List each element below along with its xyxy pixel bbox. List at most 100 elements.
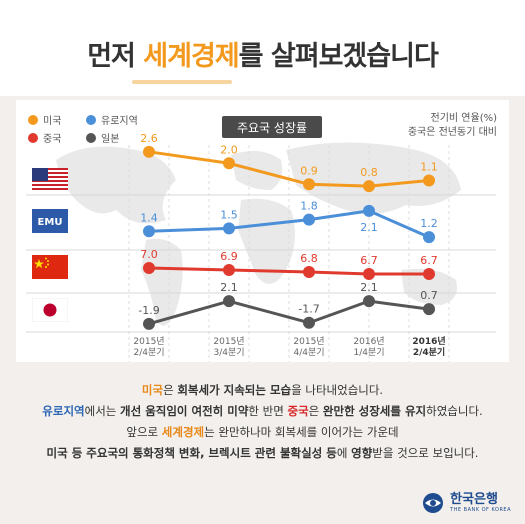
note-line: 중국은 전년동기 대비 <box>407 127 497 138</box>
data-point <box>363 268 375 280</box>
title-prefix: 먼저 <box>87 41 144 72</box>
text-frag: 에서는 <box>84 404 121 418</box>
legend-item-euro: 유로지역 <box>86 112 138 127</box>
series-line <box>148 299 430 326</box>
data-label: 0.9 <box>300 164 318 177</box>
x-tick-label: 2015년 <box>133 336 164 347</box>
data-point <box>223 222 235 235</box>
text-bold: 완만한 성장세를 유지 <box>322 404 427 418</box>
data-label: 1.4 <box>140 211 158 224</box>
data-label: 6.8 <box>300 252 318 265</box>
data-label: 1.5 <box>220 208 238 221</box>
data-point <box>423 174 435 187</box>
text-world: 세계경제 <box>161 425 205 439</box>
data-point <box>303 316 315 329</box>
text-frag: 한 반면 <box>248 404 288 418</box>
data-point <box>143 262 155 274</box>
series-line <box>148 150 430 188</box>
data-point <box>423 231 435 244</box>
data-point <box>363 204 375 217</box>
data-point <box>143 145 155 158</box>
data-label: 2.1 <box>360 281 378 294</box>
text-china: 중국 <box>287 404 309 418</box>
series-line <box>148 209 430 239</box>
legend-dot-icon <box>86 114 96 125</box>
data-point <box>223 264 235 276</box>
title-underline <box>132 80 232 84</box>
legend-label: 중국 <box>43 134 62 145</box>
china-flag-icon <box>32 255 68 279</box>
data-label: 2.6 <box>140 132 158 145</box>
text-frag: 을 나타내었습니다. <box>291 383 384 397</box>
text-bold: 개선 움직임이 여전히 미약 <box>120 404 249 418</box>
data-label: 2.0 <box>220 143 238 156</box>
chart-note: 전기비 연율(%) 중국은 전년동기 대비 <box>408 112 497 140</box>
x-tick-label: 2/4분기 <box>413 346 445 358</box>
data-label: 0.8 <box>360 166 378 179</box>
chart-plot-area: 2.6 2.0 0.9 0.8 1.1 1.4 1.5 1.8 2.1 1.2 7.0 6.9 6.8 6… <box>133 132 445 358</box>
summary-line-4: 미국 등 주요국의 통화정책 변화, 브렉시트 관련 불확실성 등에 영향받을 … <box>0 443 525 464</box>
x-tick-label: 2/4분기 <box>133 347 164 358</box>
text-frag: 은 <box>308 404 323 418</box>
x-tick-label: 2016년 <box>353 336 384 347</box>
legend-dot-icon <box>28 132 38 143</box>
data-point <box>143 225 155 238</box>
data-label: -1.9 <box>138 304 159 317</box>
data-label: 6.7 <box>360 254 378 267</box>
legend-dot-icon <box>28 114 38 125</box>
data-point <box>363 295 375 308</box>
legend-dot-icon <box>86 132 96 143</box>
data-point <box>303 266 315 278</box>
data-point <box>303 213 315 226</box>
data-point <box>303 178 315 191</box>
x-tick-label: 2016년 <box>412 335 445 347</box>
data-label: 1.2 <box>420 217 438 230</box>
page-title: 먼저 세계경제를 살펴보겠습니다 <box>0 34 525 73</box>
data-point <box>223 157 235 170</box>
x-tick-label: 3/4분기 <box>213 347 244 358</box>
data-point <box>143 317 155 330</box>
text-frag: 에 <box>336 446 352 460</box>
title-suffix: 를 살펴보겠습니다 <box>238 41 439 72</box>
bank-of-korea-logo: 한국은행 THE BANK OF KOREA <box>422 492 511 514</box>
data-point <box>423 268 435 280</box>
data-point <box>423 303 435 316</box>
data-label: 2.1 <box>360 221 378 234</box>
text-frag: 은 <box>163 383 178 397</box>
data-label: 6.9 <box>220 250 238 263</box>
x-tick-label: 1/4분기 <box>353 347 384 358</box>
text-frag: 앞으로 <box>126 425 162 439</box>
x-tick-label: 2015년 <box>213 336 244 347</box>
emu-flag-text: EMU <box>38 217 63 228</box>
text-euro: 유로지역 <box>42 404 85 418</box>
chart-title: 주요국 성장률 <box>222 116 322 138</box>
note-line: 전기비 연율(%) <box>430 113 497 124</box>
summary-text: 미국은 회복세가 지속되는 모습을 나타내었습니다. 유로지역에서는 개선 움직… <box>0 380 525 464</box>
text-bold: 회복세가 지속되는 모습 <box>177 383 292 397</box>
bok-emblem-icon <box>423 493 444 513</box>
emu-flag-icon: EMU <box>32 209 68 233</box>
legend-label: 유로지역 <box>101 116 138 127</box>
legend-label: 미국 <box>43 116 62 127</box>
text-us: 미국 <box>141 383 164 397</box>
text-bold: 영향 <box>351 446 373 460</box>
title-highlight: 세계경제 <box>143 41 239 72</box>
data-label: -1.7 <box>298 303 319 316</box>
japan-flag-icon <box>32 298 68 322</box>
logo-sub: THE BANK OF KOREA <box>450 507 511 513</box>
series-line <box>148 266 429 276</box>
summary-line-3: 앞으로 세계경제는 완만하나마 회복세를 이어가는 가운데 <box>0 422 525 443</box>
summary-line-1: 미국은 회복세가 지속되는 모습을 나타내었습니다. <box>0 380 525 401</box>
legend-label: 일본 <box>101 134 120 145</box>
data-label: 2.1 <box>220 281 238 294</box>
world-map-background <box>26 142 496 362</box>
data-label: 7.0 <box>140 248 158 261</box>
us-flag-icon <box>32 168 68 192</box>
data-label: 1.8 <box>300 200 318 213</box>
text-frag: 는 완만하나마 회복세를 이어가는 가운데 <box>204 425 399 439</box>
text-frag: 받을 것으로 보입니다. <box>372 446 479 460</box>
chart-panel: 미국 유로지역 중국 일본 주요국 성장률 전기비 연율(%) 중국은 전년동기… <box>16 100 509 362</box>
text-frag: 하였습니다. <box>426 404 483 418</box>
legend-item-china: 중국 <box>28 130 61 145</box>
x-tick-label: 2015년 <box>293 336 324 347</box>
